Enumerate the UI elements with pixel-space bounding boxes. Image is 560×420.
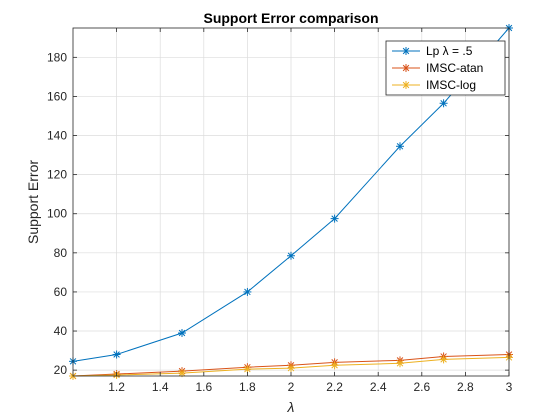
legend-item-0: Lp λ = .5: [392, 44, 473, 58]
data-point: [330, 361, 339, 370]
legend-marker: [402, 81, 410, 89]
data-point: [287, 251, 295, 260]
marker-stroke: [244, 288, 251, 296]
marker-stroke: [113, 351, 120, 358]
marker-stroke: [440, 356, 447, 363]
x-tick-label: 1.6: [195, 380, 212, 394]
tick-labels: 1.2 1.4 1.6 1.8 2 2.2 2.4 2.6 2.8 3 20 40 60 80 100 120…: [47, 50, 513, 394]
marker-stroke: [396, 360, 404, 367]
data-point: [112, 350, 121, 359]
legend-item-2: IMSC-log: [392, 78, 476, 92]
data-point: [396, 359, 404, 368]
x-tick-label: 1.2: [108, 380, 125, 394]
marker-stroke: [402, 64, 410, 72]
x-tick-label: 1.4: [152, 380, 169, 394]
legend-label: Lp λ = .5: [426, 44, 473, 58]
y-tick-label: 20: [54, 363, 68, 377]
y-tick-label: 160: [47, 89, 67, 103]
grid-lines: [73, 28, 510, 376]
y-tick-label: 100: [47, 207, 67, 221]
y-tick-label: 60: [54, 285, 68, 299]
marker-stroke: [402, 47, 410, 55]
marker-stroke: [178, 369, 186, 377]
legend-label: IMSC-atan: [426, 61, 483, 75]
data-point: [439, 355, 448, 364]
marker-stroke: [244, 365, 251, 373]
data-point: [330, 214, 339, 223]
y-axis-label: Support Error: [25, 160, 41, 244]
legend: Lp λ = .5 IMSC-atan IMSC-log: [385, 40, 506, 96]
y-tick-label: 80: [54, 246, 68, 260]
x-axis-label: λ: [287, 399, 295, 415]
data-point: [396, 142, 404, 151]
legend-label: IMSC-log: [426, 78, 476, 92]
y-tick-label: 120: [47, 168, 67, 182]
x-tick-label: 3: [506, 380, 513, 394]
data-point: [178, 369, 186, 378]
marker-stroke: [331, 361, 338, 369]
y-tick-label: 180: [47, 50, 67, 64]
marker-stroke: [331, 215, 338, 222]
chart-title: Support Error comparison: [203, 10, 378, 26]
x-tick-label: 2.4: [370, 380, 387, 394]
series-0: [69, 24, 513, 366]
legend-marker: [402, 64, 410, 72]
series-layer: [69, 24, 513, 380]
x-tick-label: 2: [288, 380, 295, 394]
data-point: [439, 99, 448, 108]
data-point: [178, 328, 186, 337]
axis-ticks: [73, 28, 510, 376]
legend-marker: [402, 47, 410, 55]
marker-stroke: [396, 143, 404, 150]
x-tick-label: 2.2: [326, 380, 343, 394]
marker-stroke: [402, 81, 410, 89]
y-tick-label: 140: [47, 129, 67, 143]
x-tick-label: 1.8: [239, 380, 256, 394]
legend-item-1: IMSC-atan: [392, 61, 483, 75]
x-tick-label: 2.6: [413, 380, 430, 394]
marker-stroke: [440, 100, 447, 107]
marker-stroke: [178, 329, 186, 337]
marker-stroke: [287, 364, 295, 372]
data-point: [243, 287, 252, 296]
data-point: [243, 365, 252, 374]
y-tick-label: 40: [54, 324, 68, 338]
x-tick-label: 2.8: [457, 380, 474, 394]
data-point: [287, 364, 295, 373]
marker-stroke: [287, 252, 295, 260]
